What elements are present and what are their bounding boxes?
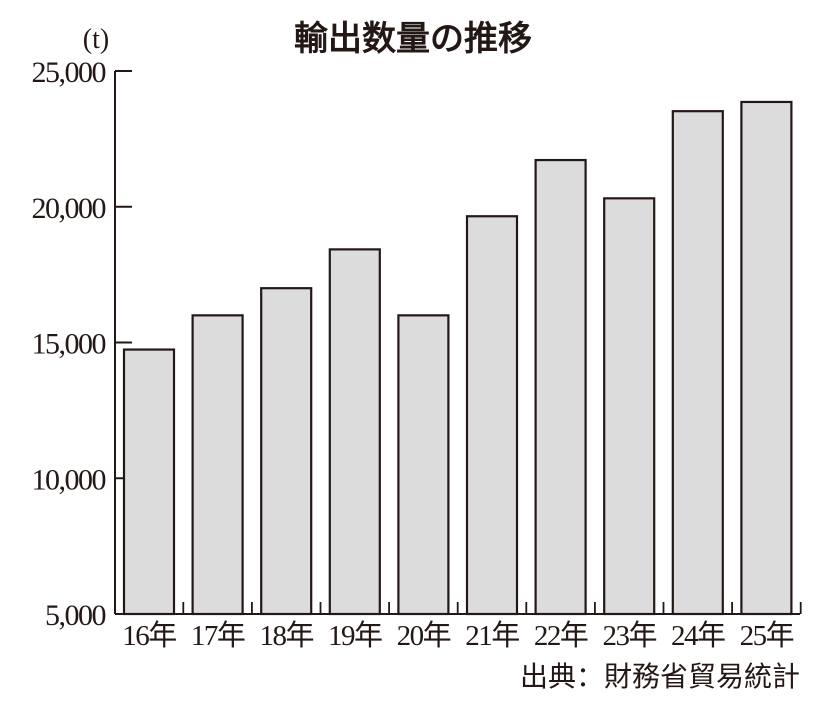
x-tick-label: 21年 bbox=[465, 619, 519, 652]
bar-24年 bbox=[671, 110, 724, 616]
x-tick-label: 24年 bbox=[671, 619, 725, 652]
bar-17年 bbox=[191, 314, 244, 616]
x-tick-label: 23年 bbox=[602, 619, 656, 652]
chart-title: 輸出数量の推移 bbox=[294, 19, 532, 59]
y-axis: 5,000 10,000 15,000 20,000 25,000 bbox=[32, 56, 132, 632]
bar-21年 bbox=[465, 215, 519, 616]
x-tick-label: 16年 bbox=[122, 619, 176, 652]
y-tick-label: 15,000 bbox=[32, 328, 106, 361]
bars bbox=[122, 100, 793, 616]
bar-16年 bbox=[122, 348, 176, 616]
bar-20年 bbox=[397, 314, 450, 616]
x-axis: 16年 17年 18年 19年 20年 21年 22年 23年 24年 25年 bbox=[115, 602, 802, 652]
bar-23年 bbox=[603, 197, 656, 616]
x-tick-label: 18年 bbox=[259, 619, 313, 652]
bar-22年 bbox=[534, 158, 587, 616]
source-note: 出典：財務省貿易統計 bbox=[520, 661, 800, 693]
y-axis-unit: (t) bbox=[83, 24, 109, 55]
y-tick-label: 25,000 bbox=[32, 56, 106, 89]
bar-25年 bbox=[740, 100, 793, 616]
x-tick-label: 19年 bbox=[328, 619, 382, 652]
x-tick-label: 17年 bbox=[191, 619, 245, 652]
bar-19年 bbox=[328, 248, 381, 616]
y-tick-label: 20,000 bbox=[32, 192, 106, 225]
y-tick-label: 5,000 bbox=[45, 599, 106, 632]
x-tick-label: 22年 bbox=[534, 619, 588, 652]
bar-18年 bbox=[260, 287, 313, 616]
x-tick-label: 25年 bbox=[740, 619, 794, 652]
y-tick-label: 10,000 bbox=[32, 463, 106, 496]
x-tick-label: 20年 bbox=[397, 619, 451, 652]
